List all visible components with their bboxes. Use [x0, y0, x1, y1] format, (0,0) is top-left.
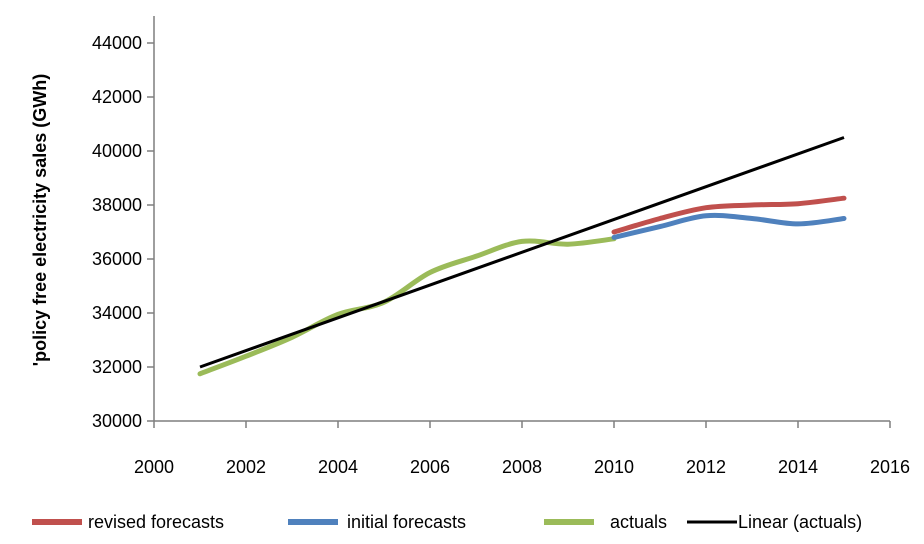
y-axis-title: 'policy free electricity sales (GWh) [30, 74, 50, 366]
y-tick-label: 36000 [92, 249, 142, 269]
y-tick-label: 40000 [92, 141, 142, 161]
plot-series [197, 136, 847, 377]
x-tick-label: 2002 [226, 457, 266, 477]
y-tick-label: 42000 [92, 87, 142, 107]
y-tick-label: 34000 [92, 303, 142, 323]
series-line-3 [199, 136, 845, 369]
x-tick-label: 2014 [778, 457, 818, 477]
x-tick-label: 2000 [134, 457, 174, 477]
y-axis-ticks: 30000 32000 34000 36000 38000 40000 42000 44000 [92, 33, 154, 431]
legend: revised forecasts initial forecasts actual… [32, 512, 862, 532]
y-tick-label: 30000 [92, 411, 142, 431]
series-line-2 [197, 236, 617, 377]
series-line-0 [611, 195, 847, 235]
x-tick-label: 2012 [686, 457, 726, 477]
legend-label: initial forecasts [347, 512, 466, 532]
y-tick-label: 32000 [92, 357, 142, 377]
x-axis-ticks: 2000 2002 2004 2006 2008 2010 2012 2014 2016 [134, 421, 910, 477]
x-tick-label: 2008 [502, 457, 542, 477]
legend-label: revised forecasts [88, 512, 224, 532]
legend-label: actuals [610, 512, 667, 532]
series-line-1 [611, 212, 847, 240]
legend-label: Linear (actuals) [738, 512, 862, 532]
y-tick-label: 44000 [92, 33, 142, 53]
x-tick-label: 2004 [318, 457, 358, 477]
x-tick-label: 2016 [870, 457, 910, 477]
x-tick-label: 2010 [594, 457, 634, 477]
x-tick-label: 2006 [410, 457, 450, 477]
y-tick-label: 38000 [92, 195, 142, 215]
